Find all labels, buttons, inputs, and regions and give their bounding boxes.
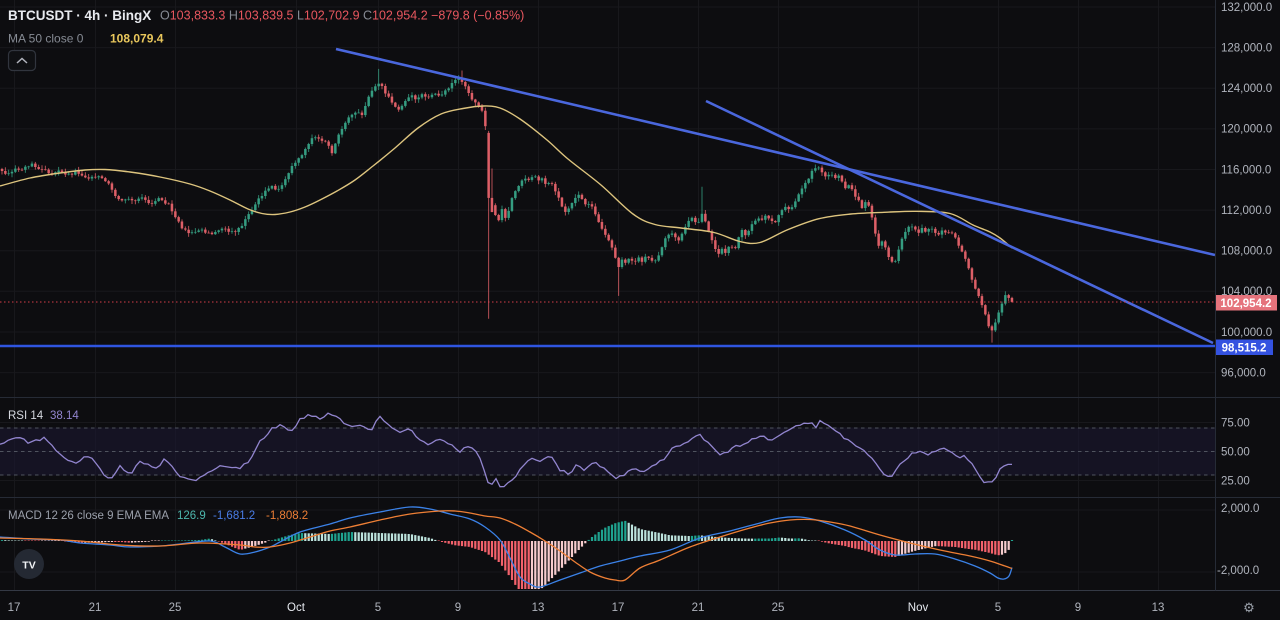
svg-text:9: 9: [1075, 602, 1081, 614]
svg-text:126.9: 126.9: [177, 510, 206, 522]
svg-text:13: 13: [532, 602, 545, 614]
svg-text:5: 5: [995, 602, 1001, 614]
svg-text:96,000.0: 96,000.0: [1221, 367, 1266, 379]
svg-text:Oct: Oct: [287, 602, 306, 614]
svg-text:MACD 12 26 close 9 EMA EMA: MACD 12 26 close 9 EMA EMA: [8, 510, 169, 522]
svg-text:124,000.0: 124,000.0: [1221, 83, 1272, 95]
svg-text:25: 25: [169, 602, 182, 614]
svg-text:-1,808.2: -1,808.2: [266, 510, 308, 522]
svg-text:21: 21: [89, 602, 102, 614]
svg-text:RSI 14: RSI 14: [8, 410, 44, 422]
svg-text:25: 25: [772, 602, 785, 614]
svg-text:108,079.4: 108,079.4: [110, 32, 164, 46]
svg-text:⚙: ⚙: [1243, 600, 1255, 615]
svg-text:17: 17: [8, 602, 21, 614]
svg-text:2,000.0: 2,000.0: [1221, 503, 1259, 515]
svg-text:100,000.0: 100,000.0: [1221, 327, 1272, 339]
svg-text:50.00: 50.00: [1221, 446, 1250, 458]
svg-text:38.14: 38.14: [50, 410, 79, 422]
svg-text:132,000.0: 132,000.0: [1221, 2, 1272, 14]
svg-text:-1,681.2: -1,681.2: [213, 510, 255, 522]
svg-text:17: 17: [612, 602, 625, 614]
svg-text:Nov: Nov: [908, 602, 929, 614]
svg-text:-2,000.0: -2,000.0: [1217, 565, 1259, 577]
svg-text:13: 13: [1152, 602, 1165, 614]
svg-text:116,000.0: 116,000.0: [1221, 164, 1271, 176]
svg-text:128,000.0: 128,000.0: [1221, 42, 1272, 54]
svg-text:98,515.2: 98,515.2: [1222, 342, 1267, 354]
svg-text:BTCUSDT · 4h · BingX: BTCUSDT · 4h · BingX: [8, 8, 151, 23]
svg-text:25.00: 25.00: [1221, 475, 1250, 487]
svg-text:9: 9: [455, 602, 461, 614]
svg-text:21: 21: [692, 602, 705, 614]
svg-text:75.00: 75.00: [1221, 417, 1250, 429]
svg-text:102,954.2: 102,954.2: [1220, 298, 1271, 310]
svg-text:112,000.0: 112,000.0: [1221, 205, 1271, 217]
svg-text:120,000.0: 120,000.0: [1221, 124, 1272, 136]
svg-text:TV: TV: [22, 560, 35, 572]
svg-text:108,000.0: 108,000.0: [1221, 246, 1272, 258]
svg-text:5: 5: [375, 602, 381, 614]
svg-text:O103,833.3 H103,839.5 L102,702: O103,833.3 H103,839.5 L102,702.9 C102,95…: [160, 9, 524, 23]
svg-text:MA 50 close 0: MA 50 close 0: [8, 32, 84, 46]
